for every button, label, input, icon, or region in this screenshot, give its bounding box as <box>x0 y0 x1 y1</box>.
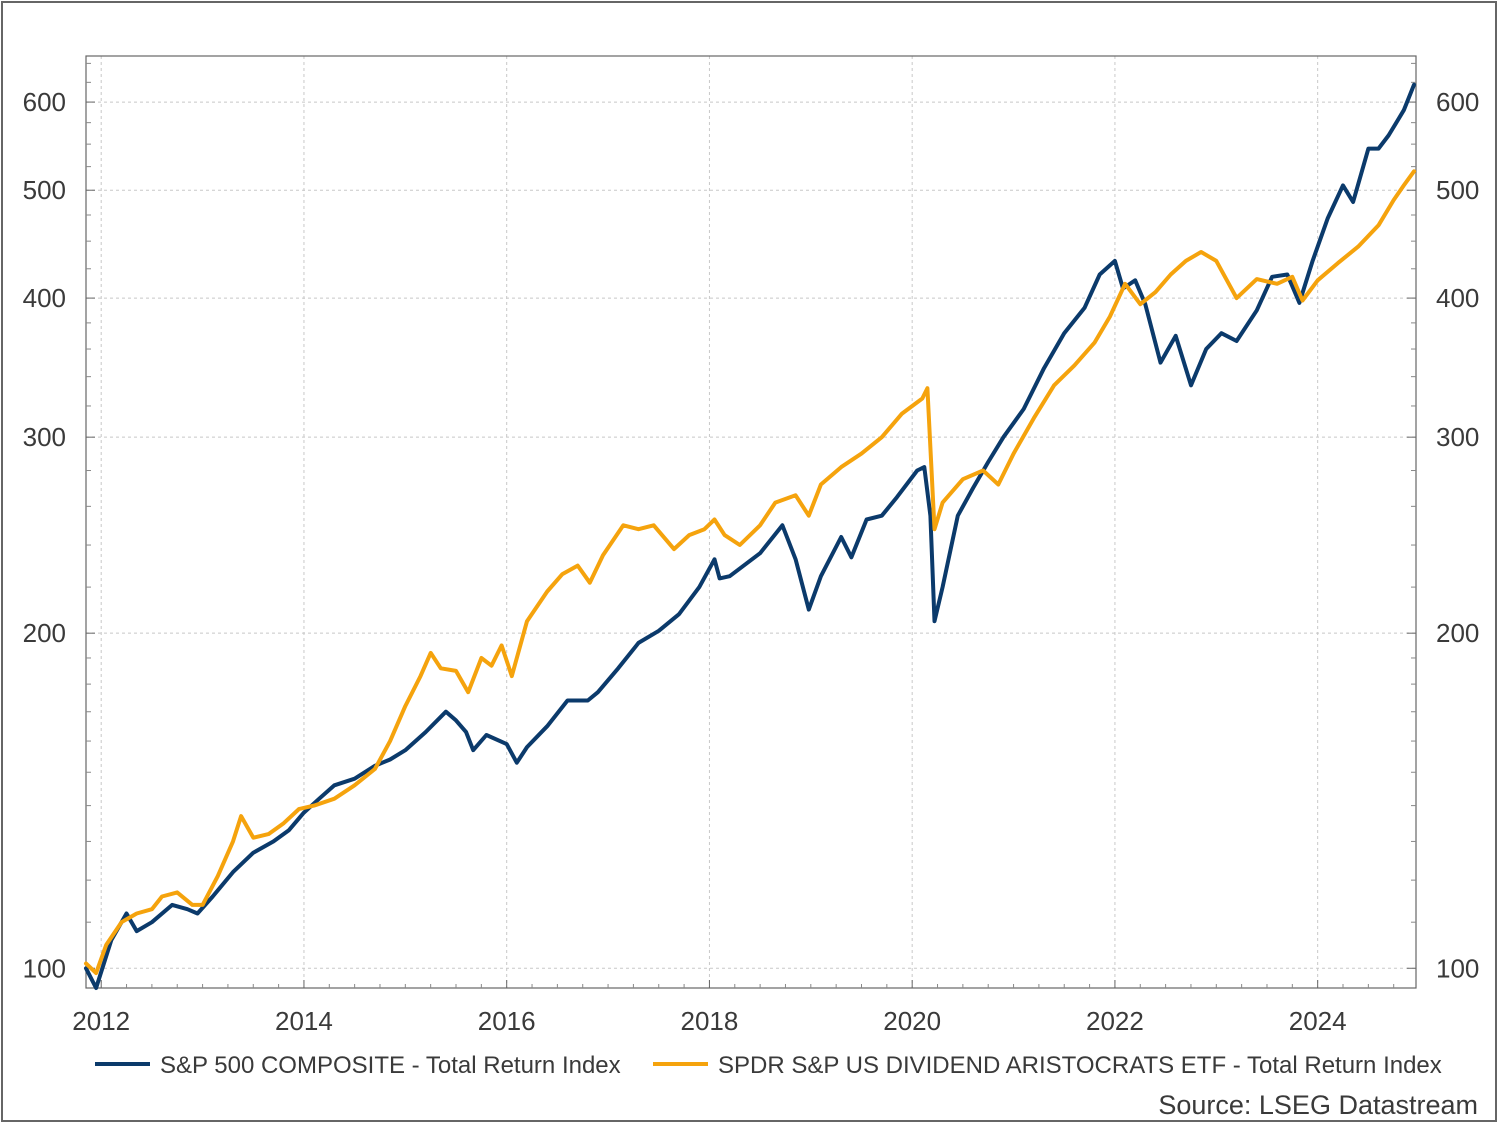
source-note: Source: LSEG Datastream <box>1158 1090 1478 1120</box>
x-tick-label: 2012 <box>72 1006 130 1036</box>
y-tick-label-left: 200 <box>23 618 66 648</box>
legend-label-sp500: S&P 500 COMPOSITE - Total Return Index <box>160 1052 621 1079</box>
series-line-sp500 <box>84 82 1416 990</box>
plot-area-border <box>85 55 1417 989</box>
grid-lines <box>86 56 1416 988</box>
x-tick-label: 2014 <box>275 1006 333 1036</box>
y-tick-label-right: 500 <box>1436 175 1479 205</box>
y-tick-label-left: 100 <box>23 953 66 983</box>
y-tick-label-right: 300 <box>1436 422 1479 452</box>
x-tick-label: 2016 <box>478 1006 536 1036</box>
y-tick-label-left: 500 <box>23 175 66 205</box>
x-tick-label: 2024 <box>1289 1006 1347 1036</box>
y-tick-label-right: 400 <box>1436 283 1479 313</box>
y-tick-label-left: 400 <box>23 283 66 313</box>
x-tick-label: 2020 <box>883 1006 941 1036</box>
y-tick-label-left: 300 <box>23 422 66 452</box>
series-line-dividend-aristocrats <box>84 169 1416 976</box>
legend: S&P 500 COMPOSITE - Total Return Index S… <box>95 1052 1442 1079</box>
y-tick-label-right: 600 <box>1436 87 1479 117</box>
axis-ticks: 2012 2014 2016 2018 2020 2022 2024 100 100 200 200… <box>23 62 1479 1036</box>
y-tick-label-left: 600 <box>23 87 66 117</box>
series-lines <box>84 82 1416 990</box>
axes <box>85 55 1417 989</box>
y-tick-label-right: 200 <box>1436 618 1479 648</box>
y-tick-label-right: 100 <box>1436 953 1479 983</box>
x-tick-label: 2018 <box>681 1006 739 1036</box>
legend-label-dividend-aristocrats: SPDR S&P US DIVIDEND ARISTOCRATS ETF - T… <box>718 1052 1442 1079</box>
x-tick-label: 2022 <box>1086 1006 1144 1036</box>
